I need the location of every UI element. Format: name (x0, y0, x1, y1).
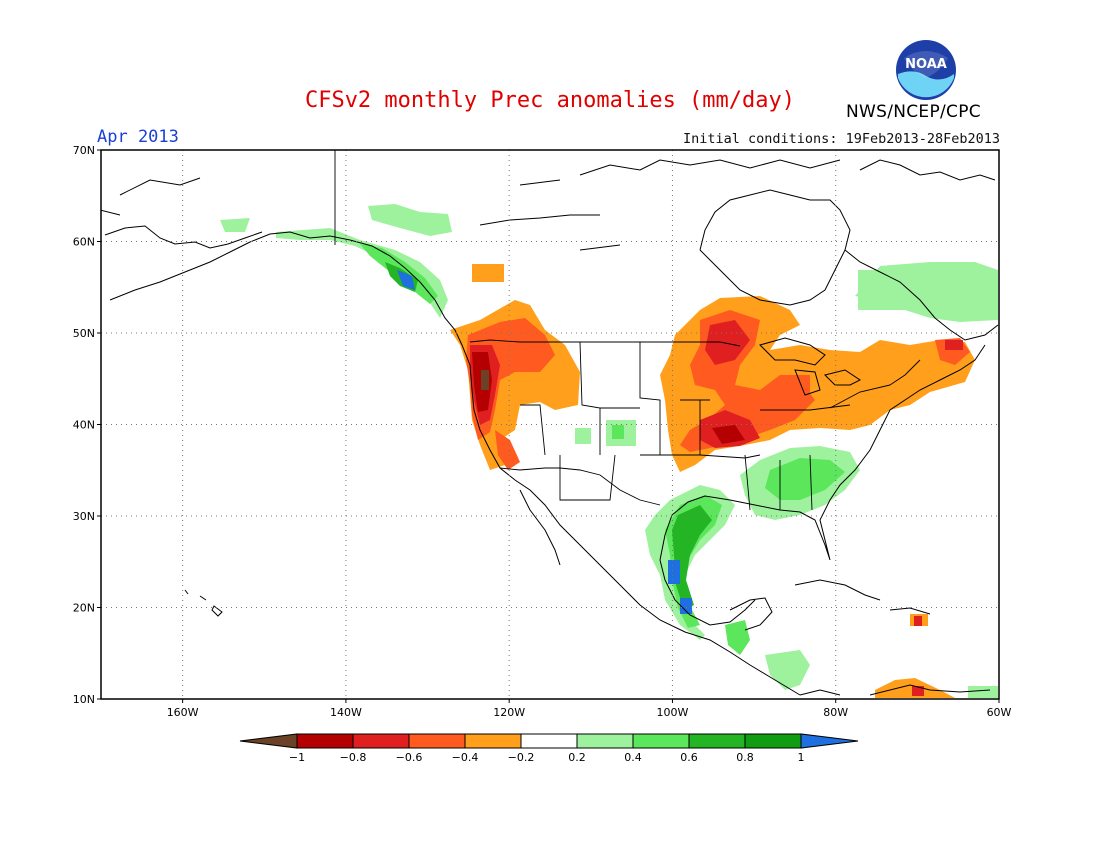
lat-tick-label: 20N (73, 602, 95, 615)
region-sa-wet (968, 686, 998, 698)
lon-tick-label: 100W (657, 706, 689, 719)
region-alaska-wet (220, 218, 250, 232)
colorbar-label: −0.2 (508, 751, 535, 764)
colorbar-box (688, 733, 746, 749)
region-gulf-wet-strong (672, 505, 712, 610)
colorbar-box (296, 733, 354, 749)
lon-tick-label: 80W (823, 706, 848, 719)
logo-text: NOAA (905, 57, 947, 72)
colorbar-box (520, 733, 578, 749)
colorbar-box (632, 733, 690, 749)
lat-tick-label: 60N (73, 236, 95, 249)
region-caribbean-dry (914, 616, 922, 626)
colorbar-label: 0.6 (680, 751, 698, 764)
colorbar-label: 0.8 (736, 751, 754, 764)
region-bc-coast-wettest (397, 270, 415, 290)
region-pnw-brown (481, 370, 489, 390)
colorbar-box (352, 733, 410, 749)
region-ne-dry (945, 340, 963, 350)
colorbar-boxes (239, 733, 859, 749)
region-sw-wet (612, 425, 624, 439)
initial-conditions-label: Initial conditions: 19Feb2013-28Feb2013 (683, 131, 1000, 147)
region-southeast-wet-mod (765, 458, 845, 500)
lon-tick-label: 120W (493, 706, 525, 719)
colorbar-label: 0.2 (568, 751, 586, 764)
lon-tick-label: 60W (987, 706, 1012, 719)
lat-tick-label: 40N (73, 419, 95, 432)
colorbar-box (464, 733, 522, 749)
colorbar-label: −0.8 (340, 751, 367, 764)
colorbar-label: −0.4 (452, 751, 479, 764)
colorbar-arrow-high (800, 733, 859, 749)
lat-tick-label: 30N (73, 510, 95, 523)
page-title: CFSv2 monthly Prec anomalies (mm/day) (304, 88, 796, 113)
agency-label: NWS/NCEP/CPC (846, 102, 981, 122)
colorbar-label: 1 (798, 751, 805, 764)
region-ne-dry (780, 375, 810, 403)
region-mexico-blue (668, 560, 680, 584)
colorbar-label: −0.6 (396, 751, 423, 764)
colorbar-label: −1 (289, 751, 305, 764)
latitude-labels: 70N 60N 50N 40N 30N 20N 10N (73, 144, 101, 706)
region-sw-wet (575, 428, 591, 444)
coastlines (101, 159, 999, 696)
colorbar-box (576, 733, 634, 749)
longitude-labels: 160W 140W 120W 100W 80W 60W (167, 699, 1012, 719)
region-mexico-blue (680, 598, 692, 614)
region-norcal-dry (495, 430, 520, 470)
region-canada-dry (472, 264, 504, 282)
region-sa-dry (912, 686, 924, 696)
forecast-month-label: Apr 2013 (97, 127, 179, 147)
noaa-logo: NOAA (896, 40, 956, 100)
colorbar-label: 0.4 (624, 751, 642, 764)
anomaly-fields (220, 204, 998, 698)
region-central-america-wet (765, 650, 810, 690)
colorbar-arrow-low (239, 733, 298, 749)
region-midwest-dry-stronger (705, 320, 750, 365)
lat-tick-label: 50N (73, 327, 95, 340)
region-mo-dry (712, 425, 745, 444)
lat-tick-label: 70N (73, 144, 95, 157)
colorbar-box (744, 733, 802, 749)
lon-tick-label: 160W (167, 706, 199, 719)
region-central-america-wet (725, 620, 750, 655)
colorbar-labels: −1 −0.8 −0.6 −0.4 −0.2 0.2 0.4 0.6 0.8 1 (289, 751, 805, 764)
lon-tick-label: 140W (330, 706, 362, 719)
colorbar-box (408, 733, 466, 749)
political-borders (334, 150, 921, 511)
region-yukon-wet (368, 204, 452, 236)
lat-tick-label: 10N (73, 693, 95, 706)
